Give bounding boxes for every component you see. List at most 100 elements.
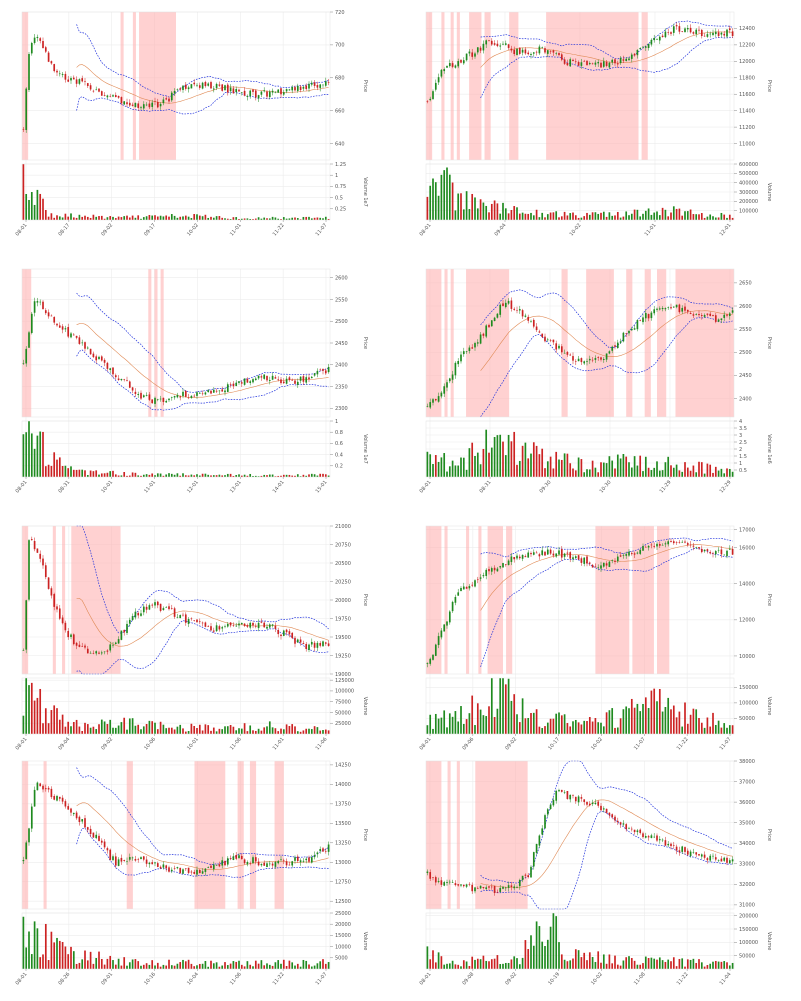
candle-body bbox=[109, 849, 112, 860]
candle-body bbox=[686, 27, 689, 30]
candle-body bbox=[70, 634, 72, 637]
volume-bar bbox=[530, 935, 532, 969]
candle-body bbox=[569, 354, 572, 356]
volume-bar bbox=[271, 474, 274, 477]
candle-body bbox=[131, 616, 134, 621]
candle-body bbox=[140, 857, 142, 860]
candle-body bbox=[187, 87, 190, 90]
candle-body bbox=[731, 31, 734, 36]
volume-bar bbox=[437, 952, 440, 969]
candles bbox=[426, 788, 734, 896]
volume-bar bbox=[142, 964, 145, 969]
volume-bar bbox=[633, 707, 636, 734]
candle-body bbox=[499, 887, 502, 892]
volume-bar bbox=[535, 209, 538, 220]
volume-bar bbox=[700, 962, 703, 969]
candle-body bbox=[229, 87, 232, 92]
candle-body bbox=[689, 27, 692, 33]
volume-bar bbox=[126, 729, 128, 734]
candle-body bbox=[294, 87, 296, 91]
candle-body bbox=[274, 92, 277, 93]
candle-body bbox=[541, 47, 544, 48]
candle-body bbox=[448, 63, 451, 67]
volume-bar bbox=[462, 457, 465, 477]
volume-bar bbox=[42, 198, 44, 220]
candle-body bbox=[70, 808, 72, 813]
candle-body bbox=[50, 315, 53, 317]
volume-bar bbox=[504, 962, 507, 969]
candle-body bbox=[254, 378, 257, 381]
chart-panel-7: 12500 12750 13000 13250 13500 13750 14000 14250… bbox=[8, 757, 388, 1000]
candle-body bbox=[56, 795, 58, 801]
candle-body bbox=[39, 553, 42, 559]
candle-body bbox=[535, 51, 538, 53]
candlestick-chart: 3100032000330003400035000360003700038000… bbox=[419, 759, 772, 987]
candle-body bbox=[566, 63, 569, 66]
highlight-band bbox=[22, 12, 29, 160]
candle-body bbox=[92, 353, 95, 358]
volume-bar bbox=[78, 469, 81, 477]
volume-tick-label: 50000 bbox=[739, 716, 755, 722]
candle-body bbox=[22, 128, 25, 130]
x-tick-label: 11-07 bbox=[719, 736, 733, 751]
volume-bar bbox=[546, 722, 549, 734]
candle-body bbox=[280, 634, 282, 637]
volume-bar bbox=[728, 214, 731, 220]
candle-body bbox=[656, 835, 658, 841]
candle-body bbox=[226, 84, 229, 93]
candle-body bbox=[53, 64, 56, 72]
volume-bar bbox=[98, 216, 100, 220]
volume-bar bbox=[218, 216, 221, 220]
price-tick-label: 36000 bbox=[739, 800, 755, 806]
candle-body bbox=[524, 874, 527, 876]
volume-bar bbox=[549, 456, 552, 477]
volume-bar bbox=[468, 448, 471, 477]
candle-body bbox=[504, 302, 507, 308]
volume-bar bbox=[728, 965, 731, 969]
volume-bar bbox=[308, 474, 310, 477]
candle-body bbox=[145, 104, 148, 106]
x-tick-label: 11-06 bbox=[229, 971, 243, 986]
volume-bar bbox=[583, 472, 586, 477]
volume-bar bbox=[187, 959, 190, 969]
volume-bar bbox=[184, 475, 187, 477]
volume-bar bbox=[443, 170, 446, 220]
volume-bar bbox=[644, 456, 647, 477]
candle-body bbox=[327, 643, 330, 646]
candle-body bbox=[106, 650, 109, 652]
x-tick-label: 10-04 bbox=[186, 971, 200, 986]
candle-body bbox=[485, 887, 488, 890]
volume-bar bbox=[240, 964, 243, 969]
volume-bar bbox=[594, 718, 597, 734]
volume-bar bbox=[726, 727, 728, 734]
candle-body bbox=[212, 630, 215, 632]
volume-bar bbox=[324, 474, 327, 477]
candle-body bbox=[636, 49, 639, 56]
volume-bar bbox=[636, 703, 639, 734]
candle-body bbox=[625, 333, 628, 334]
candle-body bbox=[89, 85, 92, 90]
volume-bar bbox=[720, 212, 723, 220]
candle-body bbox=[316, 370, 319, 375]
candle-body bbox=[204, 868, 207, 872]
volume-bar bbox=[22, 434, 25, 477]
price-tick-label: 13000 bbox=[335, 860, 351, 866]
candle-body bbox=[201, 82, 204, 89]
candle-body bbox=[510, 300, 513, 309]
candle-body bbox=[538, 554, 541, 557]
candle-body bbox=[291, 861, 294, 866]
volume-bar bbox=[190, 218, 193, 220]
volume-bar bbox=[47, 464, 50, 477]
volume-bar bbox=[678, 208, 681, 220]
volume-bar bbox=[653, 467, 656, 477]
candle-body bbox=[625, 824, 628, 830]
volume-tick-label: 0.5 bbox=[739, 468, 747, 474]
volume-bar bbox=[257, 217, 260, 220]
candle-body bbox=[653, 309, 656, 314]
volume-bar bbox=[566, 215, 569, 220]
volume-bar bbox=[260, 475, 263, 477]
candle-body bbox=[257, 861, 260, 866]
price-tick-label: 2550 bbox=[739, 327, 752, 333]
candle-body bbox=[243, 378, 246, 385]
volume-bar bbox=[709, 214, 712, 220]
